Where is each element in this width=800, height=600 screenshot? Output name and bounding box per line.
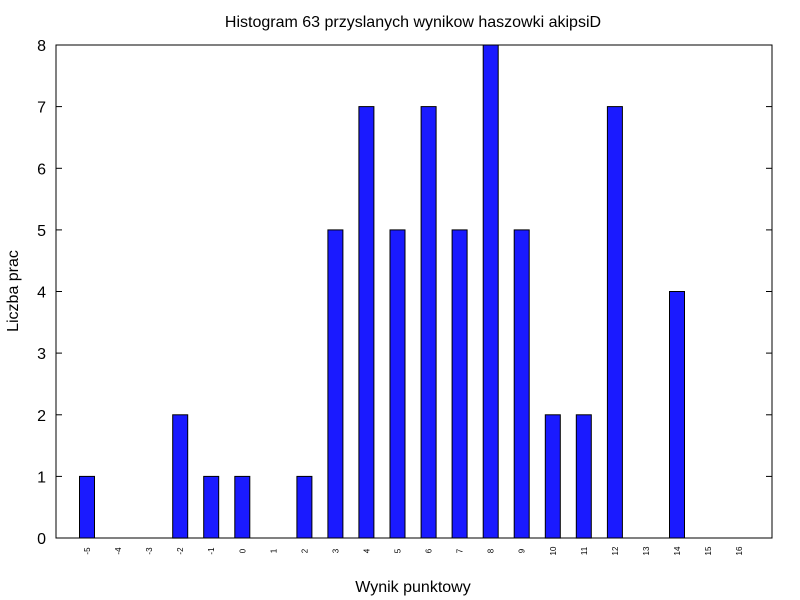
y-ticks-group: 0 1 2 3 4 5 6 7 8 bbox=[37, 38, 772, 548]
y-axis-label: Liczba prac bbox=[5, 250, 22, 332]
plot-area-frame bbox=[55, 44, 773, 539]
x-tick-label-16: 16 bbox=[735, 546, 744, 555]
bar-2 bbox=[296, 475, 313, 539]
x-tick-label-4: 4 bbox=[362, 548, 371, 553]
x-tick-label-1: 1 bbox=[269, 548, 278, 553]
chart-title: Histogram 63 przyslanych wynikow haszowk… bbox=[225, 14, 601, 31]
x-tick-label-7: 7 bbox=[456, 548, 465, 553]
x-tick-label-8: 8 bbox=[487, 548, 496, 553]
bar-10 bbox=[544, 414, 561, 539]
x-tick-label--5: -5 bbox=[83, 547, 92, 555]
x-tick-label-15: 15 bbox=[704, 546, 713, 555]
bar-11 bbox=[575, 414, 592, 539]
y-tick-label-3: 3 bbox=[37, 346, 46, 363]
x-tick-label-11: 11 bbox=[580, 546, 589, 555]
x-tick-label--1: -1 bbox=[207, 547, 216, 555]
x-tick-label--3: -3 bbox=[145, 547, 154, 555]
bar-9 bbox=[513, 229, 530, 539]
bar--5 bbox=[79, 475, 95, 539]
bar-12 bbox=[606, 106, 623, 539]
bars-group bbox=[79, 44, 685, 539]
bar-6 bbox=[420, 106, 437, 539]
y-tick-label-2: 2 bbox=[37, 408, 46, 425]
x-tick-label-6: 6 bbox=[425, 548, 434, 553]
bar-0 bbox=[234, 475, 251, 539]
y-tick-label-4: 4 bbox=[37, 285, 46, 302]
y-tick-label-8: 8 bbox=[37, 38, 46, 55]
bar--1 bbox=[203, 475, 220, 539]
x-tick-label--2: -2 bbox=[176, 547, 185, 555]
x-tick-label-12: 12 bbox=[611, 546, 620, 555]
y-tick-label-7: 7 bbox=[37, 100, 46, 117]
x-axis-label: Wynik punktowy bbox=[355, 579, 470, 596]
y-tick-label-1: 1 bbox=[37, 469, 46, 486]
x-tick-label-14: 14 bbox=[673, 546, 682, 555]
bar--2 bbox=[172, 414, 189, 539]
bar-5 bbox=[389, 229, 406, 539]
y-tick-label-5: 5 bbox=[37, 223, 46, 240]
x-tick-label-2: 2 bbox=[300, 548, 309, 553]
y-tick-label-0: 0 bbox=[37, 531, 46, 548]
x-tick-label-13: 13 bbox=[642, 546, 651, 555]
bar-4 bbox=[358, 106, 375, 539]
x-ticks-group: -5 -4 -3 -2 -1 0 1 2 3 4 5 6 7 8 9 10 11 12 13 14 15 16 bbox=[83, 546, 744, 555]
bar-14 bbox=[669, 291, 685, 539]
x-tick-label-0: 0 bbox=[238, 548, 247, 553]
x-tick-label-3: 3 bbox=[331, 548, 340, 553]
bar-8 bbox=[482, 44, 499, 539]
bar-7 bbox=[451, 229, 468, 539]
x-tick-label--4: -4 bbox=[114, 547, 123, 555]
x-tick-label-5: 5 bbox=[394, 548, 403, 553]
x-tick-label-10: 10 bbox=[549, 546, 558, 555]
bar-3 bbox=[327, 229, 344, 539]
x-tick-label-9: 9 bbox=[518, 548, 527, 553]
y-tick-label-6: 6 bbox=[37, 161, 46, 178]
